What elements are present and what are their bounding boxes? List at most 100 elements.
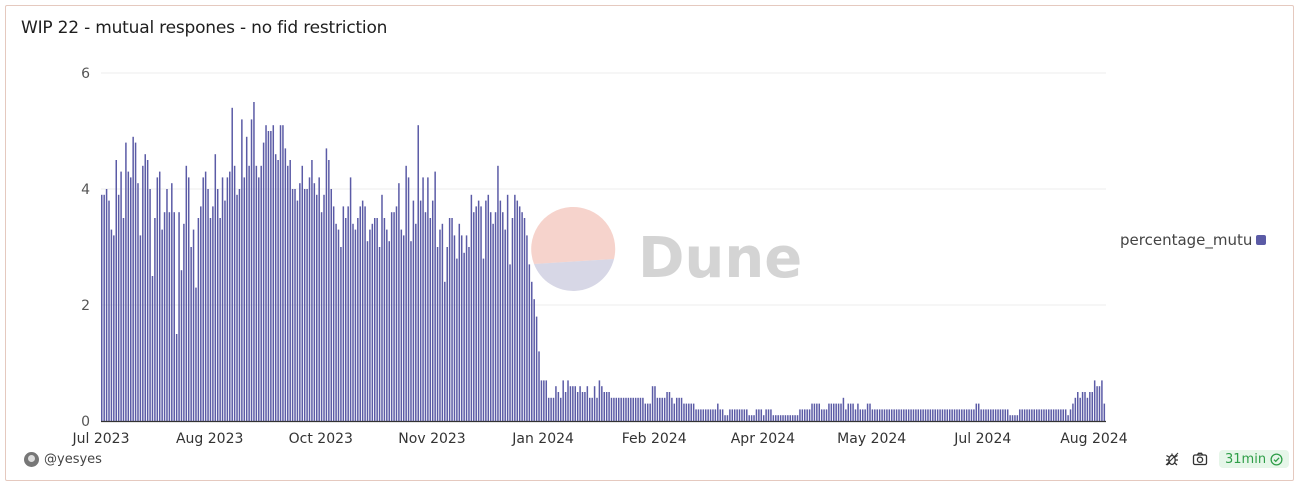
bar[interactable]	[441, 223, 444, 421]
bar[interactable]	[924, 409, 927, 421]
bar[interactable]	[753, 415, 755, 421]
bar[interactable]	[250, 119, 253, 422]
bar[interactable]	[589, 397, 591, 421]
bar[interactable]	[296, 200, 299, 421]
bar[interactable]	[460, 235, 463, 421]
bar[interactable]	[301, 165, 304, 421]
bar[interactable]	[359, 206, 362, 421]
bar[interactable]	[634, 397, 637, 421]
bar[interactable]	[555, 386, 557, 421]
bar[interactable]	[845, 409, 847, 421]
bar[interactable]	[903, 409, 905, 421]
bar[interactable]	[178, 212, 180, 421]
bar[interactable]	[386, 229, 388, 421]
bar[interactable]	[253, 102, 255, 421]
bar[interactable]	[946, 409, 949, 421]
bar[interactable]	[352, 223, 354, 421]
bar[interactable]	[192, 229, 195, 421]
bar[interactable]	[729, 409, 731, 421]
bar[interactable]	[813, 403, 816, 421]
bar[interactable]	[980, 409, 982, 421]
bar[interactable]	[113, 235, 115, 421]
bar[interactable]	[453, 235, 456, 421]
bar[interactable]	[932, 409, 934, 421]
bar[interactable]	[337, 229, 340, 421]
bar[interactable]	[434, 171, 436, 421]
bar[interactable]	[630, 397, 632, 421]
bar[interactable]	[919, 409, 922, 421]
bar[interactable]	[620, 397, 622, 421]
bar[interactable]	[190, 247, 192, 421]
bar[interactable]	[117, 194, 120, 421]
bar[interactable]	[1052, 409, 1055, 421]
bar[interactable]	[1096, 386, 1098, 421]
bar[interactable]	[668, 392, 671, 421]
bar[interactable]	[1077, 392, 1079, 421]
bar[interactable]	[431, 200, 434, 421]
refresh-badge[interactable]: 31min	[1219, 450, 1290, 468]
bar[interactable]	[1009, 415, 1011, 421]
bar[interactable]	[531, 281, 533, 421]
bar[interactable]	[895, 409, 898, 421]
bar[interactable]	[407, 177, 410, 421]
bar[interactable]	[673, 403, 676, 421]
bar[interactable]	[311, 160, 313, 421]
bar[interactable]	[422, 177, 424, 421]
bar[interactable]	[654, 386, 656, 421]
bar[interactable]	[521, 212, 523, 421]
bar[interactable]	[777, 415, 779, 421]
bar[interactable]	[982, 409, 985, 421]
bar[interactable]	[156, 177, 159, 421]
bar[interactable]	[975, 403, 978, 421]
bar[interactable]	[294, 189, 296, 421]
bar[interactable]	[241, 119, 243, 422]
bar[interactable]	[226, 177, 229, 421]
bar[interactable]	[823, 409, 825, 421]
bar[interactable]	[523, 218, 526, 421]
bar[interactable]	[948, 409, 951, 421]
bar[interactable]	[255, 165, 258, 421]
bar[interactable]	[340, 247, 342, 421]
bar[interactable]	[869, 403, 871, 421]
bar[interactable]	[533, 299, 535, 421]
bar[interactable]	[714, 409, 717, 421]
bar[interactable]	[468, 247, 470, 421]
bar[interactable]	[342, 206, 345, 421]
bar[interactable]	[1016, 415, 1019, 421]
bar[interactable]	[410, 241, 412, 421]
bar[interactable]	[1048, 409, 1050, 421]
bar[interactable]	[917, 409, 920, 421]
bar[interactable]	[388, 241, 390, 421]
bar[interactable]	[402, 235, 405, 421]
bar[interactable]	[890, 409, 893, 421]
bar[interactable]	[733, 409, 736, 421]
bar[interactable]	[649, 403, 651, 421]
chart-legend[interactable]: percentage_mutual	[1120, 230, 1270, 250]
bar[interactable]	[221, 177, 224, 421]
bar[interactable]	[262, 142, 265, 421]
bar[interactable]	[236, 194, 238, 421]
bar[interactable]	[712, 409, 714, 421]
bar[interactable]	[417, 125, 419, 421]
bar[interactable]	[605, 392, 608, 421]
bar[interactable]	[137, 183, 139, 421]
bar[interactable]	[142, 165, 144, 421]
bar[interactable]	[419, 200, 422, 421]
bar[interactable]	[209, 218, 212, 421]
bar[interactable]	[709, 409, 712, 421]
bar[interactable]	[922, 409, 924, 421]
bar[interactable]	[248, 165, 250, 421]
bar[interactable]	[1084, 392, 1086, 421]
bar[interactable]	[349, 177, 352, 421]
bar[interactable]	[318, 177, 320, 421]
bar[interactable]	[876, 409, 878, 421]
bar[interactable]	[799, 409, 801, 421]
bar[interactable]	[748, 415, 750, 421]
bar[interactable]	[1043, 409, 1045, 421]
bar[interactable]	[357, 218, 359, 421]
bar[interactable]	[516, 200, 519, 421]
bar[interactable]	[105, 189, 108, 421]
bar[interactable]	[306, 189, 308, 421]
bug-icon[interactable]	[1163, 450, 1181, 468]
bar[interactable]	[173, 212, 175, 421]
